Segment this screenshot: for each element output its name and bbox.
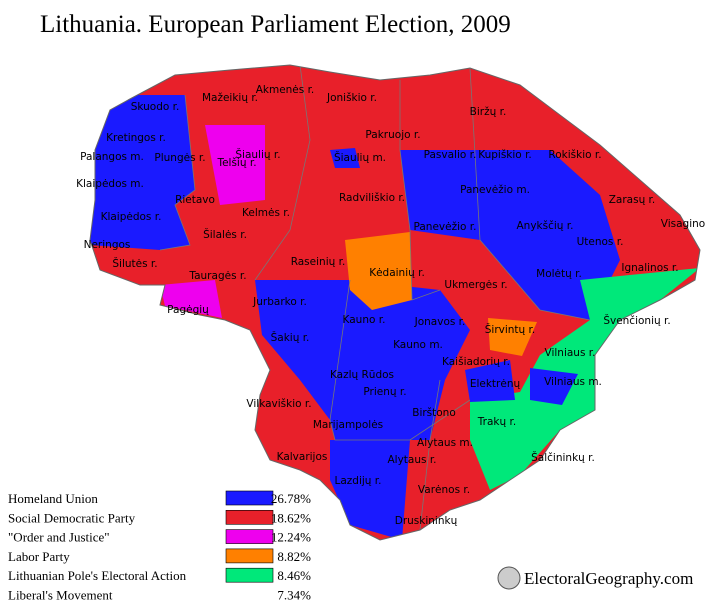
region-label: Šiaulių r. — [235, 148, 280, 161]
region-labels: Akmenės r.Mažeikių r. Joniškio r. Skuodo r… — [76, 84, 705, 527]
region-label: Biržų r. — [470, 106, 507, 118]
region-label: Molėtų r. — [536, 268, 582, 280]
region-fill — [205, 125, 265, 205]
region-fill — [488, 318, 537, 356]
region-label: Panevėžio m. — [460, 184, 530, 196]
region-label: Kupiškio r. — [478, 149, 532, 161]
region-label: Zarasų r. — [609, 194, 656, 206]
region-fill — [160, 280, 222, 318]
region-label: Druskininkų — [395, 515, 458, 527]
region-fill — [330, 148, 360, 168]
region-label: Anykščių r. — [517, 220, 574, 232]
legend-swatch — [225, 490, 274, 506]
region-label: Kelmės r. — [242, 207, 290, 219]
legend-swatch — [225, 567, 274, 583]
region-fill — [530, 368, 578, 405]
region-fill — [345, 232, 412, 310]
region-label: Švenčionių r. — [603, 314, 670, 327]
region-label: Tauragės r. — [188, 270, 246, 282]
region-fill — [255, 280, 470, 440]
watermark: ElectoralGeography.com — [524, 569, 693, 588]
region-label: Šilalės r. — [203, 228, 247, 241]
region-label: Varėnos r. — [418, 484, 470, 496]
region-label: Alytaus r. — [387, 454, 436, 466]
legend-share: 8.46% — [277, 568, 311, 583]
region-label: Jurbarko r. — [252, 296, 307, 308]
region-label: Rietavo — [175, 194, 215, 206]
title: Lithuania. European Parliament Election,… — [40, 11, 511, 38]
watermark-icon — [497, 566, 521, 590]
legend-share: 18.62% — [271, 510, 311, 525]
region-label: Elektrėnų — [470, 378, 521, 390]
region-label: Pasvalio r. — [424, 149, 477, 161]
region-fill — [465, 360, 515, 402]
region-fill — [90, 95, 195, 250]
region-label: Ukmergės r. — [444, 279, 507, 291]
region-label: Klaipėdos m. — [76, 178, 144, 190]
legend-name: Lithuanian Pole's Electoral Action — [8, 568, 187, 583]
region-label: Kalvarijos — [277, 451, 328, 463]
region-label: Neringos — [84, 239, 131, 251]
legend-swatch — [225, 548, 274, 564]
region-label: Telšių r. — [216, 157, 256, 169]
region-label: Marijampolės — [313, 419, 383, 431]
region-label: Jonavos r. — [414, 316, 466, 328]
legend-swatch — [225, 509, 274, 525]
region-label: Visagino — [661, 218, 705, 230]
region-label: Plungės r. — [154, 152, 205, 164]
region-label: Radviliškio r. — [339, 192, 405, 204]
region-label: Kaišiadorių r. — [442, 356, 510, 368]
region-fill — [330, 440, 410, 540]
region-label: Trakų r. — [477, 416, 516, 428]
borders — [159, 65, 591, 531]
region-fill — [400, 150, 620, 320]
region-label: Vilniaus m. — [544, 376, 602, 388]
legend-share: 12.24% — [271, 530, 311, 545]
region-label: Joniškio r. — [326, 92, 377, 104]
region-label: Lazdijų r. — [335, 475, 382, 487]
legend-share: 8.82% — [277, 549, 311, 564]
legend-name: Homeland Union — [8, 491, 98, 506]
legend-name: Liberal's Movement — [8, 588, 113, 603]
region-label: Birštono — [412, 407, 456, 419]
region-label: Šiaulių m. — [334, 151, 386, 164]
country-outline — [89, 64, 701, 541]
region-label: Kretingos r. — [106, 132, 166, 144]
legend-name: Labor Party — [8, 549, 70, 564]
legend-share: 26.78% — [271, 491, 311, 506]
region-label: Alytaus m. — [417, 437, 473, 449]
region-label: Prienų r. — [363, 386, 406, 398]
region-label: Mažeikių r. — [202, 92, 258, 104]
region-label: Vilniaus r. — [545, 347, 596, 359]
region-label: Šilutės r. — [112, 257, 157, 270]
legend-name: Social Democratic Party — [8, 510, 136, 525]
region-label: Kazlų Rūdos — [330, 369, 394, 381]
region-label: Šalčininkų r. — [531, 451, 595, 464]
region-label: Akmenės r. — [256, 84, 315, 96]
region-label: Palangos m. — [80, 151, 144, 163]
region-label: Kauno r. — [343, 314, 386, 326]
region-label: Kauno m. — [393, 339, 443, 351]
legend-name: "Order and Justice" — [8, 530, 110, 545]
region-label: Klaipėdos r. — [101, 211, 162, 223]
region-label: Kėdainių r. — [369, 267, 425, 279]
region-label: Pagėgių — [167, 304, 209, 316]
region-label: Šakių r. — [271, 331, 310, 344]
region-label: Skuodo r. — [131, 101, 180, 113]
legend-swatch — [225, 529, 274, 544]
region-label: Vilkaviškio r. — [246, 398, 311, 410]
region-label: Raseinių r. — [291, 256, 346, 268]
region-fill — [470, 268, 700, 490]
region-label: Širvintų r. — [485, 323, 536, 336]
region-label: Pakruojo r. — [365, 129, 420, 141]
legend-share: 7.34% — [277, 588, 311, 603]
region-label: Panevėžio r. — [414, 221, 477, 233]
region-label: Rokiškio r. — [548, 149, 601, 161]
region-label: Ignalinos r. — [621, 262, 678, 274]
legend: Homeland Union 26.78% Social Democratic Pa… — [8, 490, 311, 603]
region-label: Utenos r. — [577, 236, 624, 248]
